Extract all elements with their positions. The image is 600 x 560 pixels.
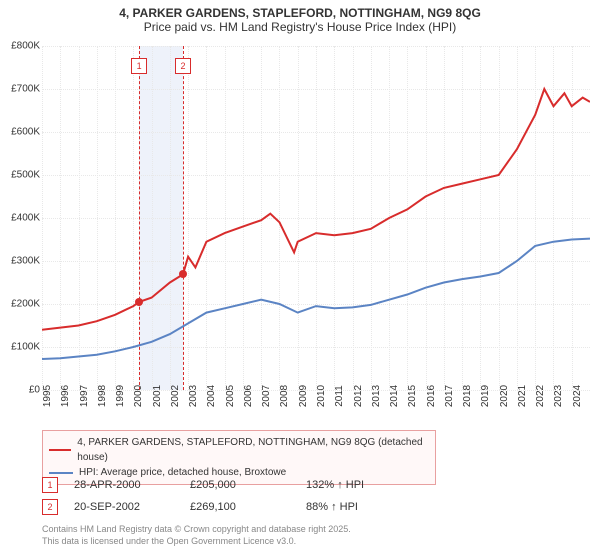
legend-label: 4, PARKER GARDENS, STAPLEFORD, NOTTINGHA…: [77, 435, 429, 465]
chart-subtitle: Price paid vs. HM Land Registry's House …: [0, 20, 600, 34]
event-marker-icon: 2: [42, 499, 58, 515]
series-svg: [42, 46, 590, 390]
event-price: £205,000: [190, 479, 290, 491]
event-date: 28-APR-2000: [74, 479, 174, 491]
legend-row: 4, PARKER GARDENS, STAPLEFORD, NOTTINGHA…: [49, 435, 429, 465]
plot-region: £0£100K£200K£300K£400K£500K£600K£700K£80…: [42, 46, 590, 390]
sale-dot: [179, 270, 187, 278]
footer-license: This data is licensed under the Open Gov…: [42, 536, 351, 548]
event-delta: 132% ↑ HPI: [306, 479, 406, 491]
series-hpi: [42, 239, 590, 359]
y-tick-label: £300K: [0, 256, 40, 267]
title-block: 4, PARKER GARDENS, STAPLEFORD, NOTTINGHA…: [0, 0, 600, 36]
event-row: 1 28-APR-2000 £205,000 132% ↑ HPI: [42, 474, 588, 496]
chart-title: 4, PARKER GARDENS, STAPLEFORD, NOTTINGHA…: [0, 6, 600, 20]
footer-copyright: Contains HM Land Registry data © Crown c…: [42, 524, 351, 536]
legend-swatch: [49, 449, 71, 451]
series-price_paid: [42, 89, 590, 330]
y-tick-label: £200K: [0, 299, 40, 310]
event-price: £269,100: [190, 501, 290, 513]
y-tick-label: £700K: [0, 84, 40, 95]
event-row: 2 20-SEP-2002 £269,100 88% ↑ HPI: [42, 496, 588, 518]
event-date: 20-SEP-2002: [74, 501, 174, 513]
events-table: 1 28-APR-2000 £205,000 132% ↑ HPI 2 20-SEP-20…: [42, 474, 588, 518]
event-marker-icon: 1: [42, 477, 58, 493]
y-tick-label: £600K: [0, 127, 40, 138]
y-tick-label: £100K: [0, 342, 40, 353]
y-tick-label: £800K: [0, 41, 40, 52]
sale-dot: [135, 298, 143, 306]
y-tick-label: £400K: [0, 213, 40, 224]
chart-area: £0£100K£200K£300K£400K£500K£600K£700K£80…: [42, 46, 590, 390]
event-delta: 88% ↑ HPI: [306, 501, 406, 513]
y-tick-label: £500K: [0, 170, 40, 181]
y-tick-label: £0: [0, 385, 40, 396]
footer: Contains HM Land Registry data © Crown c…: [42, 524, 351, 547]
chart-container: 4, PARKER GARDENS, STAPLEFORD, NOTTINGHA…: [0, 0, 600, 560]
